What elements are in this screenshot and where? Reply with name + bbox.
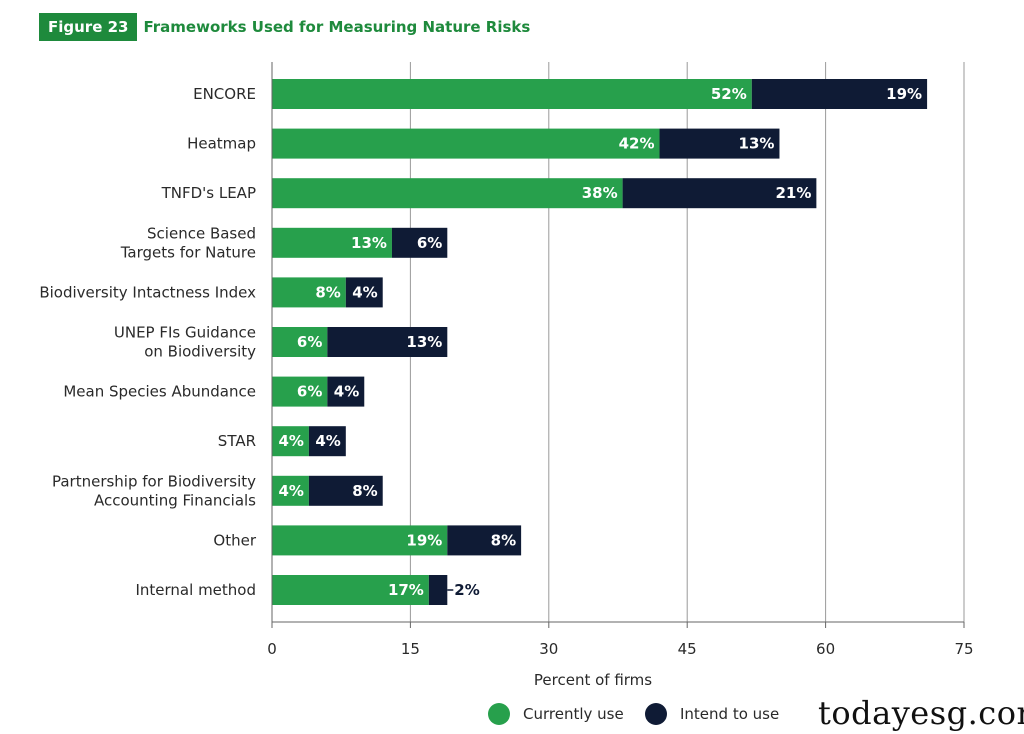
bar-intend-to-use [447,525,522,556]
data-label-intend-to-use: 13% [406,333,442,351]
figure-header: Figure 23 Frameworks Used for Measuring … [39,13,530,41]
data-label-currently-use: 52% [711,85,747,103]
data-label-intend-to-use: 21% [775,184,811,202]
bar-currently-use [272,426,309,457]
bar-currently-use [272,128,660,159]
data-label-currently-use: 38% [582,184,618,202]
bar-intend-to-use [428,575,448,605]
data-label-intend-to-use: 8% [491,531,516,549]
data-label-currently-use: 6% [297,383,322,401]
bar-currently-use [272,178,623,209]
category-label: Targets for Nature [120,243,256,261]
bar-intend-to-use [327,327,448,357]
legend-label-intend-to-use: Intend to use [680,705,779,723]
data-label-intend-to-use: 13% [739,135,775,153]
chart-title: Frameworks Used for Measuring Nature Ris… [143,18,531,36]
data-label-intend-to-use: 8% [352,482,377,500]
data-label-currently-use: 4% [278,432,303,450]
bar-intend-to-use [391,227,448,258]
bars: 52% 19% 42% 13% 38% 21% 13% 6% 8% 4% 6% 13% 6% 4% 4% 4%… [272,79,928,605]
category-label: on Biodiversity [144,343,256,361]
bar-intend-to-use [345,277,383,308]
category-label: Internal method [135,581,256,599]
category-labels: ENCORE Heatmap TNFD's LEAP Science BasedTar… [39,85,257,599]
data-label-intend-to-use: 4% [352,283,377,301]
category-label: Other [213,531,256,549]
data-label-intend-to-use: 6% [417,234,442,252]
bar-intend-to-use [751,79,928,109]
legend-swatch-currently-use [488,703,510,725]
bar-currently-use [272,277,346,308]
category-label: Partnership for Biodiversity [52,472,256,490]
data-label-currently-use: 8% [315,283,340,301]
bar-currently-use [272,376,328,407]
category-label: ENCORE [193,85,256,103]
data-label-intend-to-use: 4% [315,432,340,450]
data-label-intend-to-use: 4% [334,383,359,401]
x-tick-label: 30 [539,640,558,658]
data-label-currently-use: 6% [297,333,322,351]
bar-intend-to-use [308,475,383,506]
watermark-text: todayesg.com [818,694,1024,732]
category-label: STAR [218,432,256,450]
bar-currently-use [272,575,429,605]
data-label-currently-use: 19% [406,531,442,549]
category-label: UNEP FIs Guidance [114,324,256,342]
bar-intend-to-use [622,178,817,209]
legend-label-currently-use: Currently use [523,705,624,723]
bar-intend-to-use [659,128,780,159]
bar-currently-use [272,79,752,109]
x-axis-label: Percent of firms [534,671,652,689]
bar-intend-to-use [327,376,365,407]
legend: Currently use Intend to use [488,703,779,725]
category-label: Accounting Financials [94,491,256,509]
data-label-currently-use: 17% [388,581,424,599]
legend-swatch-intend-to-use [645,703,667,725]
bar-currently-use [272,327,328,357]
x-axis: 0 15 30 45 60 75 Percent of firms [267,62,974,689]
category-label: Mean Species Abundance [63,383,256,401]
bar-intend-to-use [308,426,346,457]
data-label-currently-use: 4% [278,482,303,500]
bar-currently-use [272,525,448,556]
x-tick-label: 0 [267,640,277,658]
x-tick-label: 60 [816,640,835,658]
data-label-currently-use: 13% [351,234,387,252]
category-label: TNFD's LEAP [161,184,256,202]
bar-currently-use [272,475,309,506]
data-label-intend-to-use: 2% [454,581,479,599]
x-tick-label: 75 [954,640,973,658]
category-label: Biodiversity Intactness Index [39,283,256,301]
x-tick-label: 45 [678,640,697,658]
bar-currently-use [272,227,392,258]
category-label: Science Based [147,224,256,242]
data-label-intend-to-use: 19% [886,85,922,103]
x-tick-label: 15 [401,640,420,658]
category-label: Heatmap [187,135,256,153]
data-label-currently-use: 42% [619,135,655,153]
figure-label: Figure 23 [39,13,138,41]
